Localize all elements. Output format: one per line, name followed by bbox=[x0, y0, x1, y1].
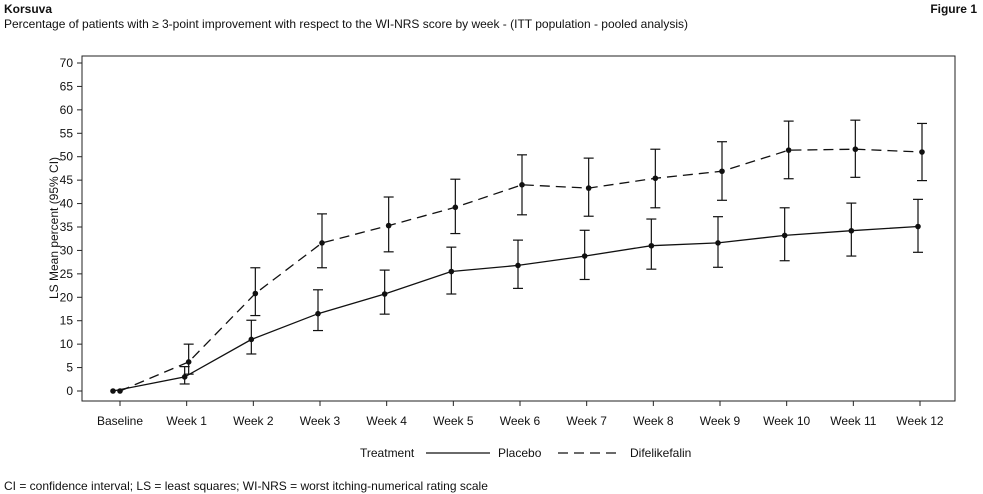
data-point-difelikefalin bbox=[117, 388, 123, 394]
x-tick-label: Week 4 bbox=[366, 414, 407, 428]
data-point-placebo bbox=[381, 291, 388, 297]
figure-subtitle: Percentage of patients with ≥ 3-point im… bbox=[4, 17, 689, 31]
brand-name: Korsuva bbox=[4, 2, 53, 16]
data-point-difelikefalin bbox=[585, 185, 592, 191]
y-tick-label: 5 bbox=[66, 361, 73, 375]
data-point-difelikefalin bbox=[519, 182, 525, 188]
data-point-difelikefalin bbox=[652, 175, 659, 182]
error-bar-difelikefalin bbox=[183, 343, 194, 375]
y-tick-label: 10 bbox=[60, 337, 74, 351]
y-tick-label: 50 bbox=[60, 150, 74, 164]
x-tick-label: Week 8 bbox=[633, 414, 674, 428]
legend-label-difelikefalin: Difelikefalin bbox=[630, 446, 691, 460]
x-tick-label: Week 1 bbox=[166, 414, 207, 428]
y-tick-label: 20 bbox=[60, 290, 74, 304]
y-tick-label: 0 bbox=[66, 384, 73, 398]
data-point-difelikefalin bbox=[852, 146, 859, 153]
data-point-placebo bbox=[715, 240, 721, 246]
y-axis: 0 5 10 15 20 25 30 35 40 45 50 55 60 65 70 bbox=[60, 56, 82, 398]
x-tick-label: Week 6 bbox=[500, 414, 541, 428]
data-point-difelikefalin bbox=[185, 359, 192, 365]
legend: Treatment Placebo Difelikefalin bbox=[360, 446, 691, 460]
data-point-difelikefalin bbox=[319, 240, 325, 246]
x-tick-label: Week 12 bbox=[896, 414, 943, 428]
x-tick-label: Week 2 bbox=[233, 414, 274, 428]
x-tick-label: Week 11 bbox=[830, 414, 877, 428]
plot-frame bbox=[81, 55, 956, 402]
y-tick-label: 15 bbox=[60, 314, 74, 328]
data-point-difelikefalin bbox=[252, 290, 259, 297]
data-point-placebo bbox=[848, 227, 855, 234]
error-bar-placebo bbox=[313, 289, 323, 332]
legend-label-placebo: Placebo bbox=[498, 446, 542, 460]
data-point-difelikefalin bbox=[785, 147, 792, 153]
data-point-placebo bbox=[315, 310, 321, 317]
legend-title: Treatment bbox=[360, 446, 415, 460]
data-point-placebo bbox=[581, 253, 588, 259]
y-tick-label: 65 bbox=[60, 79, 74, 93]
x-tick-label: Week 10 bbox=[763, 414, 810, 428]
data-point-difelikefalin bbox=[452, 204, 459, 211]
data-point-placebo bbox=[248, 336, 255, 343]
y-tick-label: 70 bbox=[60, 56, 74, 70]
x-tick-label: Week 3 bbox=[300, 414, 341, 428]
y-tick-label: 55 bbox=[60, 126, 74, 140]
data-point-placebo bbox=[181, 374, 188, 380]
data-point-difelikefalin bbox=[719, 168, 725, 175]
data-point-placebo bbox=[515, 262, 521, 269]
series-line-placebo bbox=[112, 225, 919, 392]
series-placebo bbox=[110, 198, 923, 394]
data-point-placebo bbox=[781, 232, 788, 239]
data-point-placebo bbox=[648, 242, 655, 249]
y-tick-label: 60 bbox=[60, 103, 74, 117]
y-axis-label: LS Mean percent (95% CI) bbox=[47, 157, 61, 299]
x-axis: Baseline Week 1 Week 2 Week 3 Week 4 Week 5 We… bbox=[97, 401, 944, 428]
y-tick-label: 35 bbox=[60, 220, 74, 234]
data-point-placebo bbox=[110, 388, 116, 394]
y-tick-label: 25 bbox=[60, 267, 74, 281]
x-tick-label: Week 9 bbox=[700, 414, 741, 428]
y-tick-label: 40 bbox=[60, 197, 74, 211]
figure-label: Figure 1 bbox=[930, 2, 977, 16]
series-difelikefalin bbox=[117, 119, 927, 394]
x-tick-label: Week 7 bbox=[566, 414, 607, 428]
y-tick-label: 30 bbox=[60, 243, 74, 257]
x-tick-label: Week 5 bbox=[433, 414, 474, 428]
footnote: CI = confidence interval; LS = least squ… bbox=[4, 479, 488, 493]
data-point-difelikefalin bbox=[919, 149, 925, 155]
x-tick-label: Baseline bbox=[97, 414, 143, 428]
data-point-difelikefalin bbox=[385, 222, 392, 229]
series-layer bbox=[110, 119, 927, 394]
y-tick-label: 45 bbox=[60, 173, 74, 187]
data-point-placebo bbox=[448, 268, 455, 275]
data-point-placebo bbox=[915, 223, 921, 230]
